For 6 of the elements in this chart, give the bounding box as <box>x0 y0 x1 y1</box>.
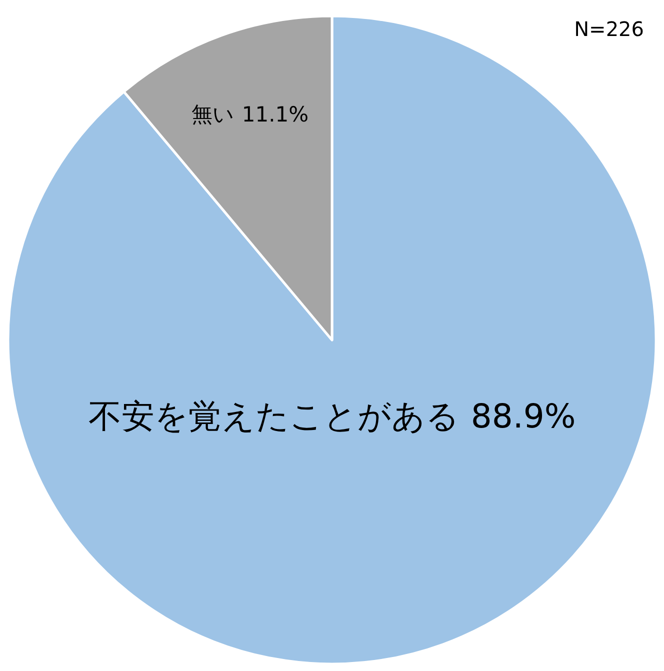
pie-slice <box>6 14 658 666</box>
slice-label: 不安を覚えたことがある <box>88 396 460 436</box>
text: N=226 <box>574 17 644 41</box>
slice-label: 無い <box>192 102 235 127</box>
data-label: 88.9% <box>470 396 576 436</box>
data-label: 11.1% <box>242 102 309 127</box>
